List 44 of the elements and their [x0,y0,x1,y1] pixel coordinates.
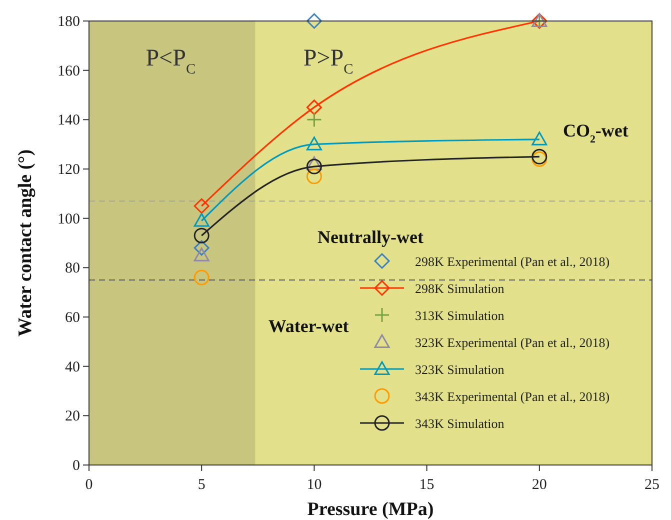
annotation: P>P$_{C}$ [303,45,354,78]
point [306,158,322,174]
y-tick-label: 100 [58,211,80,228]
x-tick-label: 25 [644,477,660,493]
y-tick-label: 120 [58,162,80,178]
point [194,248,210,262]
point [306,100,322,116]
annotation: CO$_{2}$-wet [563,120,628,146]
y-tick-label: 60 [65,310,80,326]
legend-label: 323K Simulation [415,362,505,377]
point [306,13,322,29]
x-axis-title: Pressure (MPa) [307,499,434,520]
point [194,240,210,256]
y-tick-label: 140 [58,112,80,129]
y-tick-label: 0 [72,458,80,474]
point [194,213,210,227]
point [306,168,322,184]
point [306,112,322,128]
legend-label: 298K Experimental (Pan et al., 2018) [415,254,610,269]
legend-label: 313K Simulation [415,308,505,323]
point [532,132,548,146]
y-tick-label: 160 [58,63,80,80]
x-tick-label: 10 [306,477,322,493]
annotation: Neutrally-wet [318,227,424,247]
legend-label: 343K Simulation [415,416,505,431]
point [194,198,210,214]
x-tick-label: 15 [419,477,434,493]
legend-label: 343K Experimental (Pan et al., 2018) [415,389,610,404]
x-tick-label: 0 [85,477,93,493]
legend-label: 323K Experimental (Pan et al., 2018) [415,335,610,350]
y-tick-label: 80 [65,260,80,277]
y-axis-title: Water contact angle (°) [15,149,36,337]
point [306,136,322,150]
point [194,228,210,244]
x-tick-label: 5 [198,477,206,493]
annotation: Water-wet [268,316,349,336]
point [306,156,322,170]
y-tick-label: 180 [58,14,80,30]
legend-label: 298K Simulation [415,281,505,296]
y-tick-label: 20 [65,408,80,425]
y-tick-label: 40 [65,359,80,376]
annotation: P<P$_{C}$ [146,45,196,78]
point [194,270,210,286]
x-tick-label: 20 [532,477,547,493]
